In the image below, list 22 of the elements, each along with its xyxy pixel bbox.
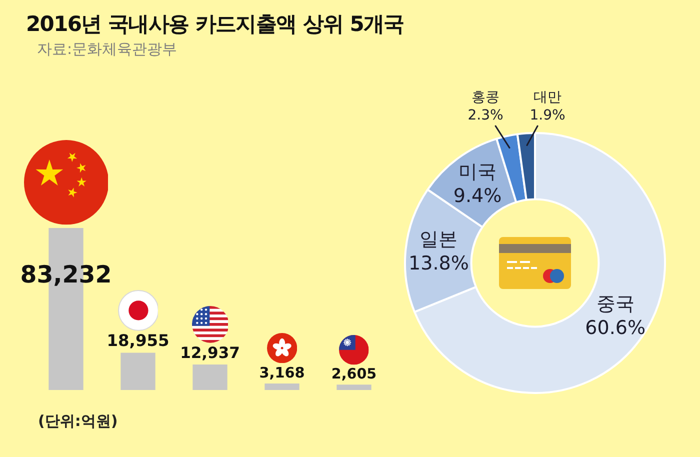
data-label: 9.4% (453, 184, 502, 207)
bar (264, 384, 300, 390)
data-label: 2,605 (331, 366, 377, 382)
slice-label: 중국 (596, 293, 634, 316)
data-label: 1.9% (530, 108, 566, 124)
slice-label: 미국 (458, 160, 497, 183)
bar (336, 384, 372, 390)
text: (단위:억원) (38, 412, 118, 431)
data-label: 83,232 (20, 260, 112, 289)
text: 자료:문화체육관광부 (37, 40, 178, 59)
data-label: 60.6% (585, 317, 646, 340)
data-label: 13.8% (408, 252, 469, 275)
slice-label: 홍콩 (472, 90, 500, 106)
data-label: 18,955 (106, 331, 170, 350)
data-label: 3,168 (259, 365, 305, 382)
data-label: 2.3% (468, 108, 504, 124)
slice-label: 대만 (534, 90, 562, 106)
chart-title: 2016년 국내사용 카드지출액 상위 5개국 (26, 11, 404, 38)
bar (192, 364, 228, 390)
data-label: 12,937 (180, 344, 240, 362)
slice-label: 일본 (420, 228, 458, 251)
bar (120, 352, 156, 390)
